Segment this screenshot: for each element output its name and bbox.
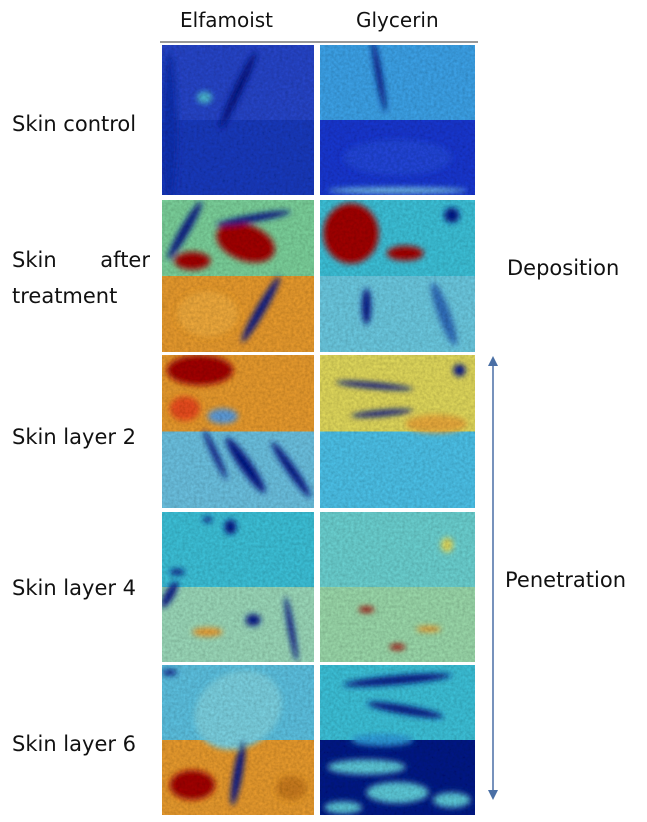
panel-blobs [335, 364, 468, 434]
texture-blob [405, 414, 468, 434]
texture-blob [284, 596, 298, 662]
texture-blob [271, 442, 311, 498]
panel-blobs [162, 516, 298, 662]
panel-image [320, 355, 475, 508]
heatmap-panel [320, 665, 475, 815]
panel-image [320, 665, 475, 815]
row-label: Skin layer 2 [12, 425, 137, 449]
texture-blob [169, 396, 200, 421]
panel-top [320, 45, 475, 120]
texture-blob [215, 210, 291, 226]
heatmap-panel [320, 200, 475, 352]
texture-blob [167, 201, 202, 260]
texture-blob [327, 187, 468, 194]
texture-blob [162, 52, 178, 195]
panels [162, 45, 475, 815]
panel-blobs [324, 673, 471, 814]
texture-blob [351, 734, 413, 746]
texture-blob [323, 203, 379, 264]
texture-blob [169, 770, 216, 800]
texture-blob [177, 291, 239, 337]
panel-top [162, 512, 314, 587]
texture-blob [225, 437, 266, 493]
texture-blob [431, 282, 457, 346]
heatmap-panel [162, 45, 314, 195]
texture-blob [324, 801, 362, 814]
panel-blobs [327, 45, 468, 194]
column-header: Glycerin [356, 8, 439, 32]
texture-blob [166, 355, 234, 386]
heatmap-panel [320, 45, 475, 195]
texture-blob [216, 222, 275, 263]
texture-blob [224, 519, 237, 535]
panel-image [162, 45, 314, 195]
row-label: Skin layer 4 [12, 576, 137, 600]
texture-blob [219, 51, 257, 129]
side-label: Penetration [505, 568, 627, 592]
texture-blob [230, 740, 246, 806]
texture-blob [416, 626, 441, 632]
panel-blobs [166, 355, 311, 498]
heatmap-panel [162, 200, 314, 352]
texture-blob [203, 429, 228, 480]
panel-bottom [320, 587, 475, 662]
texture-blob [327, 759, 406, 775]
texture-blob [245, 614, 261, 626]
heatmap-panel [162, 665, 314, 815]
texture-blob [343, 673, 452, 687]
texture-blob [366, 782, 429, 803]
column-header: Elfamoist [180, 8, 274, 32]
texture-blob [351, 409, 413, 418]
texture-blob [207, 408, 238, 424]
texture-blob [444, 207, 460, 223]
texture-blob [241, 276, 281, 343]
panel-blobs [162, 51, 257, 195]
heatmap-panel [162, 512, 314, 662]
texture-blob [358, 606, 375, 613]
panel-image [162, 512, 314, 662]
texture-blob [192, 627, 223, 637]
row-label: Skin layer 6 [12, 732, 137, 756]
panel-bottom [162, 120, 314, 195]
texture-blob [174, 251, 211, 270]
texture-blob [169, 569, 185, 575]
row-label: Skin after treatment [12, 248, 150, 308]
heatmap-panel [162, 355, 314, 508]
panel-image [320, 45, 475, 195]
heatmap-panel [320, 355, 475, 508]
texture-blob [453, 364, 466, 377]
texture-blob [162, 581, 179, 608]
texture-blob [389, 644, 406, 650]
texture-blob [203, 516, 213, 523]
texture-blob [276, 776, 307, 800]
panel-blobs [162, 669, 307, 806]
panel-blobs [167, 201, 291, 343]
texture-blob [440, 537, 454, 553]
side-label: Deposition [507, 256, 620, 280]
texture-blob [386, 245, 424, 261]
texture-blob [162, 669, 178, 676]
panel-image [162, 665, 314, 815]
panel-image [320, 512, 475, 662]
row-label: Skin control [12, 112, 137, 136]
panel-image [320, 200, 475, 352]
texture-blob [194, 670, 282, 750]
texture-blob [367, 701, 444, 719]
texture-blob [361, 288, 372, 325]
heatmap-panel [320, 512, 475, 662]
panel-image [162, 200, 314, 352]
panel-blobs [358, 537, 454, 650]
panel-blobs [323, 203, 460, 346]
texture-blob [371, 45, 387, 112]
panel-image [162, 355, 314, 508]
texture-blob [343, 139, 452, 176]
texture-blob [196, 91, 213, 104]
texture-blob [335, 381, 413, 391]
texture-blob [433, 792, 471, 808]
panel-bottom [320, 431, 475, 508]
